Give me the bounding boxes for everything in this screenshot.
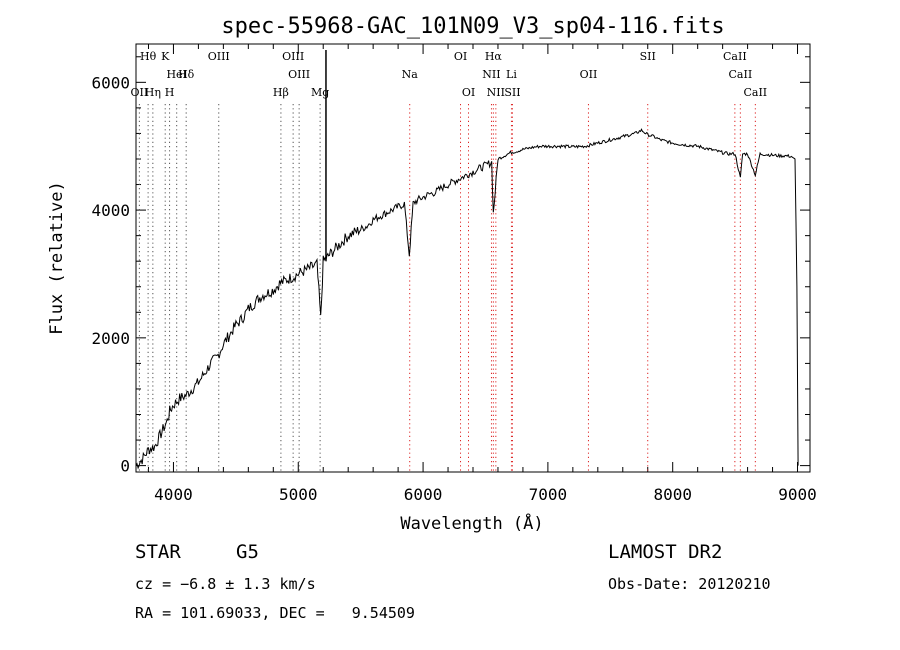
x-tick-label: 7000 bbox=[529, 485, 568, 504]
y-tick-label: 0 bbox=[120, 457, 130, 476]
line-marker-label: OIII bbox=[282, 50, 304, 63]
x-tick-label: 8000 bbox=[653, 485, 692, 504]
line-marker-label: Hδ bbox=[178, 68, 195, 81]
object-class: STAR bbox=[135, 541, 181, 563]
coordinates: RA = 101.69033, DEC = 9.54509 bbox=[135, 604, 415, 622]
line-marker-label: OIII bbox=[208, 50, 230, 63]
line-marker-label: SII bbox=[640, 50, 656, 63]
x-tick-label: 4000 bbox=[154, 485, 193, 504]
redshift-velocity: cz = −6.8 ± 1.3 km/s bbox=[135, 575, 316, 593]
line-marker-label: HeI bbox=[166, 68, 186, 81]
line-marker-label: CaII bbox=[743, 86, 767, 99]
object-subclass: G5 bbox=[236, 541, 259, 563]
line-marker-label: OI bbox=[454, 50, 467, 63]
line-marker-label: OII bbox=[580, 68, 598, 81]
spectrum-line bbox=[135, 128, 799, 470]
x-tick-label: 6000 bbox=[404, 485, 443, 504]
line-marker-label: NII bbox=[487, 86, 505, 99]
line-marker-label: OIII bbox=[288, 68, 310, 81]
plot-frame bbox=[135, 43, 811, 473]
x-axis-label: Wavelength (Å) bbox=[400, 512, 543, 534]
line-marker-label: CaII bbox=[723, 50, 747, 63]
line-marker-label: Hη bbox=[145, 86, 161, 99]
line-marker-label: Hθ bbox=[140, 50, 157, 63]
line-marker-label: H bbox=[165, 86, 175, 99]
y-tick-label: 4000 bbox=[91, 201, 130, 220]
line-marker-label: Na bbox=[402, 68, 419, 81]
plot-axes: 4000 5000 6000 7000 8000 9000 0 2000 4000 6000 bbox=[91, 43, 817, 504]
line-marker-label: OI bbox=[462, 86, 475, 99]
line-marker-label: Li bbox=[506, 68, 517, 81]
y-tick-label: 6000 bbox=[91, 73, 130, 92]
line-marker-label: OII bbox=[131, 86, 149, 99]
line-marker-label: K bbox=[161, 50, 170, 63]
survey-name: LAMOST DR2 bbox=[608, 541, 723, 563]
y-tick-label: 2000 bbox=[91, 329, 130, 348]
x-tick-label: 9000 bbox=[778, 485, 817, 504]
y-axis-label: Flux (relative) bbox=[47, 181, 67, 335]
line-marker-label: Hα bbox=[485, 50, 503, 63]
line-marker-label: Mg bbox=[311, 86, 329, 99]
observation-date: Obs-Date: 20120210 bbox=[608, 575, 771, 593]
line-marker-label: NII bbox=[482, 68, 500, 81]
chart-title: spec-55968-GAC_101N09_V3_sp04-116.fits bbox=[221, 14, 724, 39]
x-tick-label: 5000 bbox=[279, 485, 318, 504]
line-marker-label: CaII bbox=[729, 68, 753, 81]
line-marker-label: SII bbox=[504, 86, 520, 99]
spectrum-trace bbox=[135, 50, 799, 470]
line-marker-label: Hβ bbox=[273, 86, 289, 99]
